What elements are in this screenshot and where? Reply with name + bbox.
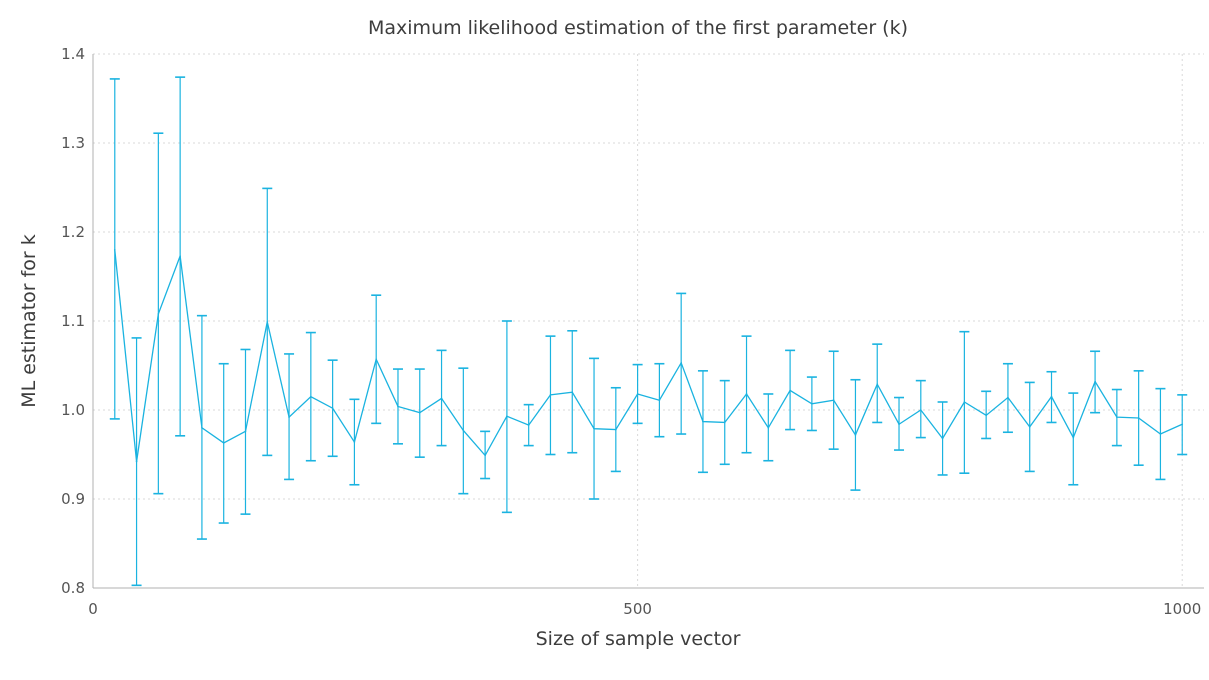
- data-point: [222, 442, 225, 444]
- data-point: [723, 421, 726, 424]
- data-point: [636, 393, 639, 395]
- error-bars: [109, 76, 1188, 587]
- data-point: [1159, 433, 1162, 435]
- data-point: [985, 414, 987, 417]
- data-point: [963, 401, 966, 403]
- series-line: [114, 249, 1183, 462]
- series-line-group: [113, 249, 1184, 463]
- data-point: [157, 313, 160, 315]
- data-point: [876, 383, 879, 385]
- data-point: [1028, 426, 1031, 428]
- data-point: [1050, 395, 1053, 398]
- error-bar: [109, 78, 120, 420]
- data-point: [375, 358, 377, 361]
- data-point: [462, 429, 465, 432]
- grid: [92, 53, 1204, 589]
- data-point: [201, 427, 203, 429]
- data-point: [1137, 417, 1140, 419]
- data-point: [527, 424, 530, 426]
- data-point: [593, 427, 595, 430]
- axes: 0.8 0.9 1.0 1.1 1.2 1.3 1.4 0 500 1000: [61, 45, 1204, 618]
- data-point: [266, 321, 269, 323]
- data-point: [179, 255, 181, 257]
- y-tick-label: 0.8: [61, 579, 85, 597]
- data-point: [310, 395, 312, 398]
- data-point: [353, 441, 356, 443]
- data-point: [418, 411, 421, 414]
- data-point: [789, 389, 791, 392]
- y-axis-label: ML estimator for k: [18, 234, 40, 408]
- data-point: [135, 460, 138, 463]
- data-point: [244, 430, 247, 433]
- chart-title: Maximum likelihood estimation of the fir…: [368, 17, 908, 39]
- data-point: [549, 394, 552, 396]
- data-point: [440, 397, 443, 400]
- data-point: [854, 434, 857, 436]
- data-point: [615, 428, 617, 431]
- data-point: [397, 405, 399, 408]
- data-point: [745, 393, 748, 395]
- x-tick-label: 0: [88, 600, 98, 618]
- data-point: [680, 362, 682, 364]
- x-tick-label: 500: [623, 600, 652, 618]
- data-point: [1181, 423, 1184, 426]
- data-point: [767, 427, 770, 429]
- data-point: [658, 399, 661, 402]
- y-tick-label: 0.9: [61, 490, 85, 508]
- y-tick-label: 1.0: [61, 401, 85, 419]
- data-point: [1094, 380, 1096, 383]
- data-point: [331, 407, 334, 410]
- data-point: [288, 416, 290, 418]
- data-point: [1072, 436, 1075, 439]
- data-point: [941, 437, 944, 440]
- data-point: [484, 454, 486, 457]
- data-point: [811, 402, 813, 405]
- data-point: [832, 399, 835, 402]
- y-tick-label: 1.1: [61, 312, 85, 330]
- data-point: [1116, 416, 1118, 418]
- x-axis-label: Size of sample vector: [536, 628, 741, 650]
- data-point: [920, 409, 922, 411]
- y-tick-label: 1.4: [61, 45, 85, 63]
- data-point: [506, 415, 508, 418]
- data-point: [898, 423, 900, 426]
- data-point: [113, 249, 116, 251]
- data-point: [702, 420, 704, 423]
- data-point: [571, 391, 574, 394]
- x-tick-label: 1000: [1163, 600, 1201, 618]
- error-bar: [915, 379, 926, 439]
- y-tick-label: 1.2: [61, 223, 85, 241]
- data-point: [1007, 396, 1009, 399]
- y-tick-label: 1.3: [61, 134, 85, 152]
